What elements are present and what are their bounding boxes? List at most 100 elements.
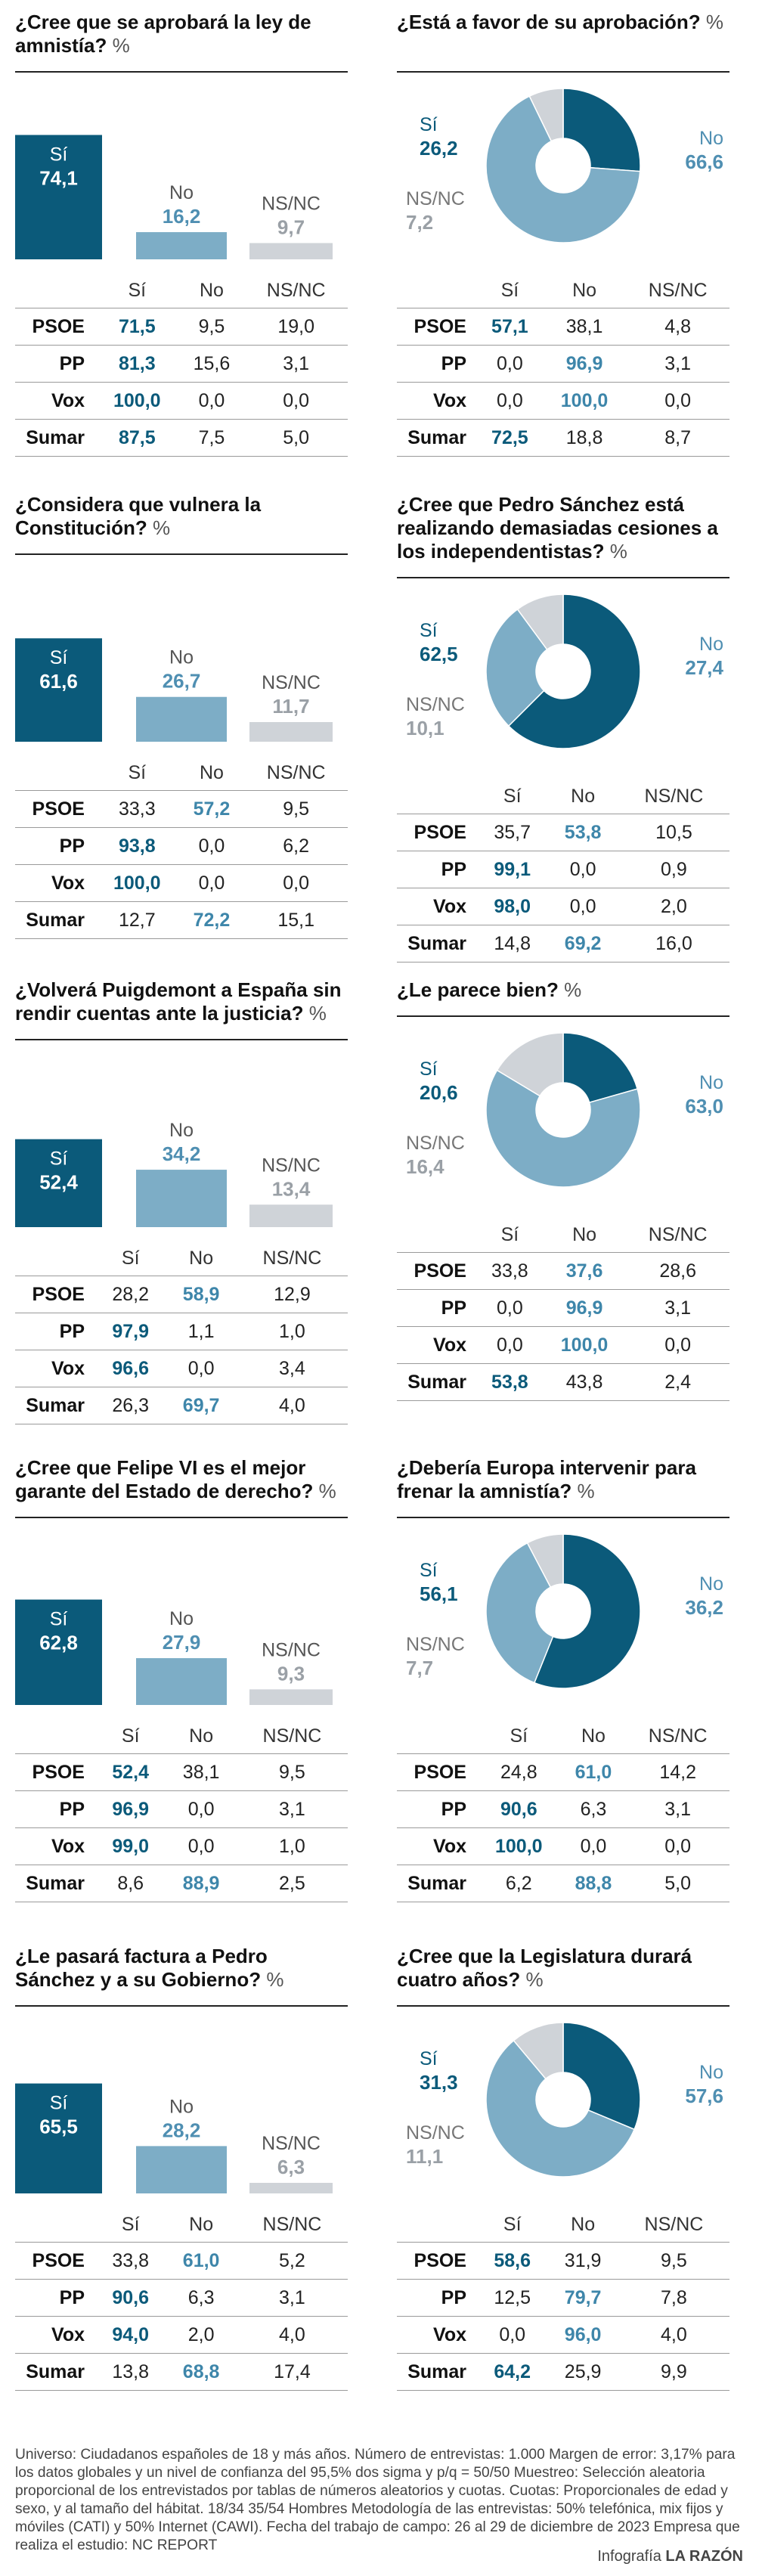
slice-no bbox=[485, 95, 641, 243]
cell-value: 2,0 bbox=[166, 2316, 237, 2354]
question-title: ¿Cree que se aprobará la ley de amnistía… bbox=[15, 11, 348, 57]
table-row: Vox 100,0 0,0 0,0 bbox=[15, 382, 348, 420]
cell-value: 79,7 bbox=[547, 2279, 618, 2317]
table-row: Vox 0,0 96,0 4,0 bbox=[397, 2316, 729, 2354]
question-title: ¿Le parece bien? % bbox=[397, 978, 729, 1002]
bar-label-si: Sí bbox=[50, 647, 68, 668]
cell-value: 7,8 bbox=[618, 2279, 729, 2317]
column-header: No bbox=[199, 279, 224, 301]
bar-value-no: 28,2 bbox=[163, 2119, 201, 2141]
cell-value: 52,4 bbox=[95, 1753, 166, 1791]
cell-value: 4,0 bbox=[236, 2316, 348, 2354]
party-table: Sí No NS/NC PSOE 33,8 61,0 5,2 PP 90,6 6,3 3,1 Vox 9… bbox=[15, 2207, 348, 2391]
bar-no bbox=[136, 1170, 227, 1227]
party-name: PP bbox=[397, 1289, 477, 1327]
label-si: Sí bbox=[420, 1560, 438, 1581]
table-row: PSOE 33,3 57,2 9,5 bbox=[15, 790, 348, 828]
cell-value: 58,9 bbox=[166, 1276, 237, 1313]
cell-value: 0,0 bbox=[166, 1827, 237, 1865]
table-row: PP 97,9 1,1 1,0 bbox=[15, 1313, 348, 1350]
column-header: NS/NC bbox=[648, 1223, 708, 1245]
table-header-row: Sí No NS/NC bbox=[15, 1241, 348, 1276]
cell-value: 4,0 bbox=[236, 1387, 348, 1424]
bar-label-no: No bbox=[169, 2096, 194, 2117]
cell-value: 97,9 bbox=[95, 1313, 166, 1350]
bar-label-nsnc: NS/NC bbox=[262, 1639, 321, 1660]
cell-value: 6,3 bbox=[560, 1790, 627, 1828]
cell-value: 96,0 bbox=[547, 2316, 618, 2354]
cell-value: 9,9 bbox=[618, 2353, 729, 2391]
percent-unit: % bbox=[308, 1002, 327, 1025]
table-row: Sumar 87,5 7,5 5,0 bbox=[15, 419, 348, 457]
table-row: Vox 94,0 2,0 4,0 bbox=[15, 2316, 348, 2354]
column-header: Sí bbox=[128, 279, 147, 301]
party-name: PSOE bbox=[15, 1276, 95, 1313]
title-rule bbox=[15, 71, 348, 73]
percent-unit: % bbox=[705, 11, 724, 33]
cell-value: 43,8 bbox=[542, 1363, 627, 1401]
cell-value: 4,8 bbox=[626, 308, 729, 346]
column-header: NS/NC bbox=[262, 2213, 322, 2235]
question-title: ¿Cree que Pedro Sánchez está realizando … bbox=[397, 493, 729, 563]
value-nsnc: 10,1 bbox=[406, 717, 444, 739]
table-row: PSOE 52,4 38,1 9,5 bbox=[15, 1753, 348, 1791]
cell-value: 71,5 bbox=[95, 308, 179, 346]
column-header: Sí bbox=[503, 785, 522, 807]
party-table: Sí No NS/NC PSOE 24,8 61,0 14,2 PP 90,6 6,3 3,1 Vox… bbox=[397, 1719, 729, 1902]
bar-label-nsnc: NS/NC bbox=[262, 1155, 321, 1176]
table-row: PP 96,9 0,0 3,1 bbox=[15, 1790, 348, 1828]
slice-nsnc bbox=[528, 88, 564, 142]
label-no: No bbox=[699, 2062, 723, 2083]
table-row: Vox 100,0 0,0 0,0 bbox=[397, 1827, 729, 1865]
question-title: ¿Está a favor de su aprobación? % bbox=[397, 11, 729, 34]
cell-value: 10,5 bbox=[618, 814, 729, 851]
cell-value: 0,0 bbox=[560, 1827, 627, 1865]
party-name: Sumar bbox=[15, 901, 95, 939]
title-rule bbox=[15, 1517, 348, 1518]
party-name: PSOE bbox=[397, 814, 477, 851]
label-si: Sí bbox=[420, 114, 438, 135]
cell-value: 0,0 bbox=[547, 888, 618, 925]
slice-si bbox=[562, 2022, 641, 2131]
question-text: ¿Volverá Puigdemont a España sin rendir … bbox=[15, 978, 342, 1025]
title-rule bbox=[15, 1039, 348, 1040]
cell-value: 6,2 bbox=[244, 827, 348, 865]
party-name: PP bbox=[15, 1790, 95, 1828]
cell-value: 0,0 bbox=[178, 827, 245, 865]
cell-value: 98,0 bbox=[477, 888, 548, 925]
bar-nsnc bbox=[249, 1689, 333, 1705]
table-row: PP 81,3 15,6 3,1 bbox=[15, 345, 348, 383]
column-header: Sí bbox=[128, 761, 147, 783]
question-title: ¿Cree que Felipe VI es el mejor garante … bbox=[15, 1456, 348, 1503]
percent-unit: % bbox=[318, 1480, 336, 1502]
bar-value-nsnc: 9,3 bbox=[277, 1662, 305, 1685]
cell-value: 87,5 bbox=[95, 419, 179, 457]
question-title: ¿Considera que vulnera la Constitución? … bbox=[15, 493, 348, 540]
bar-label-no: No bbox=[169, 182, 194, 203]
panel-p10: ¿Cree que la Legislatura durará cuatro a… bbox=[397, 1945, 729, 2398]
table-header-row: Sí No NS/NC bbox=[15, 2207, 348, 2243]
party-name: Sumar bbox=[15, 2353, 95, 2391]
bar-label-si: Sí bbox=[50, 144, 68, 165]
question-text: ¿Considera que vulnera la Constitución? bbox=[15, 493, 262, 539]
table-row: Vox 98,0 0,0 2,0 bbox=[397, 888, 729, 925]
column-header: NS/NC bbox=[262, 1725, 322, 1747]
cell-value: 69,2 bbox=[547, 925, 618, 963]
bar-value-nsnc: 9,7 bbox=[277, 215, 305, 238]
title-rule bbox=[397, 2005, 729, 2007]
panel-p6: ¿Le parece bien? % Sí 20,6 No 63,0 NS/NC 16,4 S… bbox=[397, 978, 729, 1432]
cell-value: 9,5 bbox=[236, 1753, 348, 1791]
table-header-row: Sí No NS/NC bbox=[397, 1217, 729, 1253]
credit-brand: LA RAZÓN bbox=[665, 2548, 743, 2565]
table-header-row: Sí No NS/NC bbox=[397, 2207, 729, 2243]
slice-nsnc bbox=[496, 1032, 564, 1097]
bar-value-no: 26,7 bbox=[163, 670, 201, 693]
bar-no bbox=[136, 1658, 227, 1705]
cell-value: 28,2 bbox=[95, 1276, 166, 1313]
cell-value: 81,3 bbox=[95, 345, 179, 383]
table-row: Vox 0,0 100,0 0,0 bbox=[397, 382, 729, 420]
party-name: PP bbox=[15, 2279, 95, 2317]
